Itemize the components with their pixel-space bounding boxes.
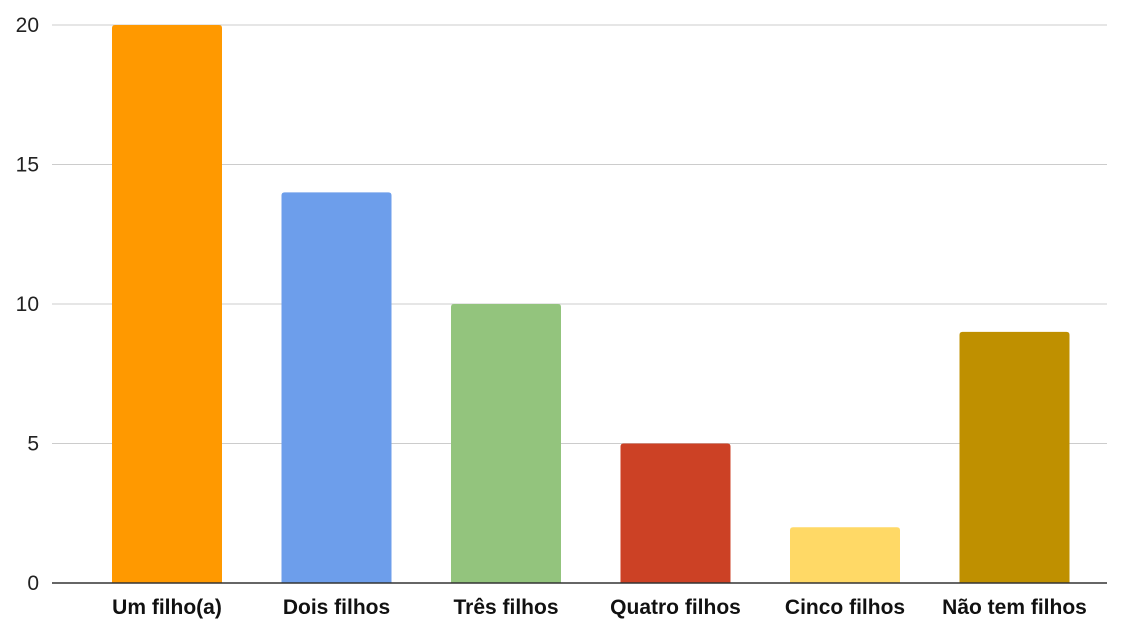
x-tick-label: Dois filhos [283, 596, 390, 619]
bar [790, 527, 900, 583]
x-tick-label: Quatro filhos [610, 596, 741, 619]
x-tick-label: Três filhos [453, 596, 558, 619]
y-tick-label: 20 [16, 14, 39, 37]
y-axis-tick-labels: 0 5 10 15 20 [16, 14, 39, 595]
x-axis-tick-labels: Um filho(a) Dois filhos Três filhos Quatro … [112, 596, 1087, 619]
x-tick-label: Um filho(a) [112, 596, 222, 619]
y-tick-label: 0 [27, 572, 39, 595]
gridlines [52, 24, 1107, 444]
bar [620, 443, 731, 583]
bars [112, 25, 1070, 583]
x-tick-label: Cinco filhos [785, 596, 905, 619]
bar [959, 331, 1070, 583]
bar [281, 192, 392, 583]
y-tick-label: 5 [27, 433, 39, 456]
x-tick-label: Não tem filhos [942, 596, 1087, 619]
y-tick-label: 10 [16, 293, 39, 316]
bar [112, 25, 222, 583]
y-tick-label: 15 [16, 154, 39, 177]
bar [451, 304, 561, 583]
